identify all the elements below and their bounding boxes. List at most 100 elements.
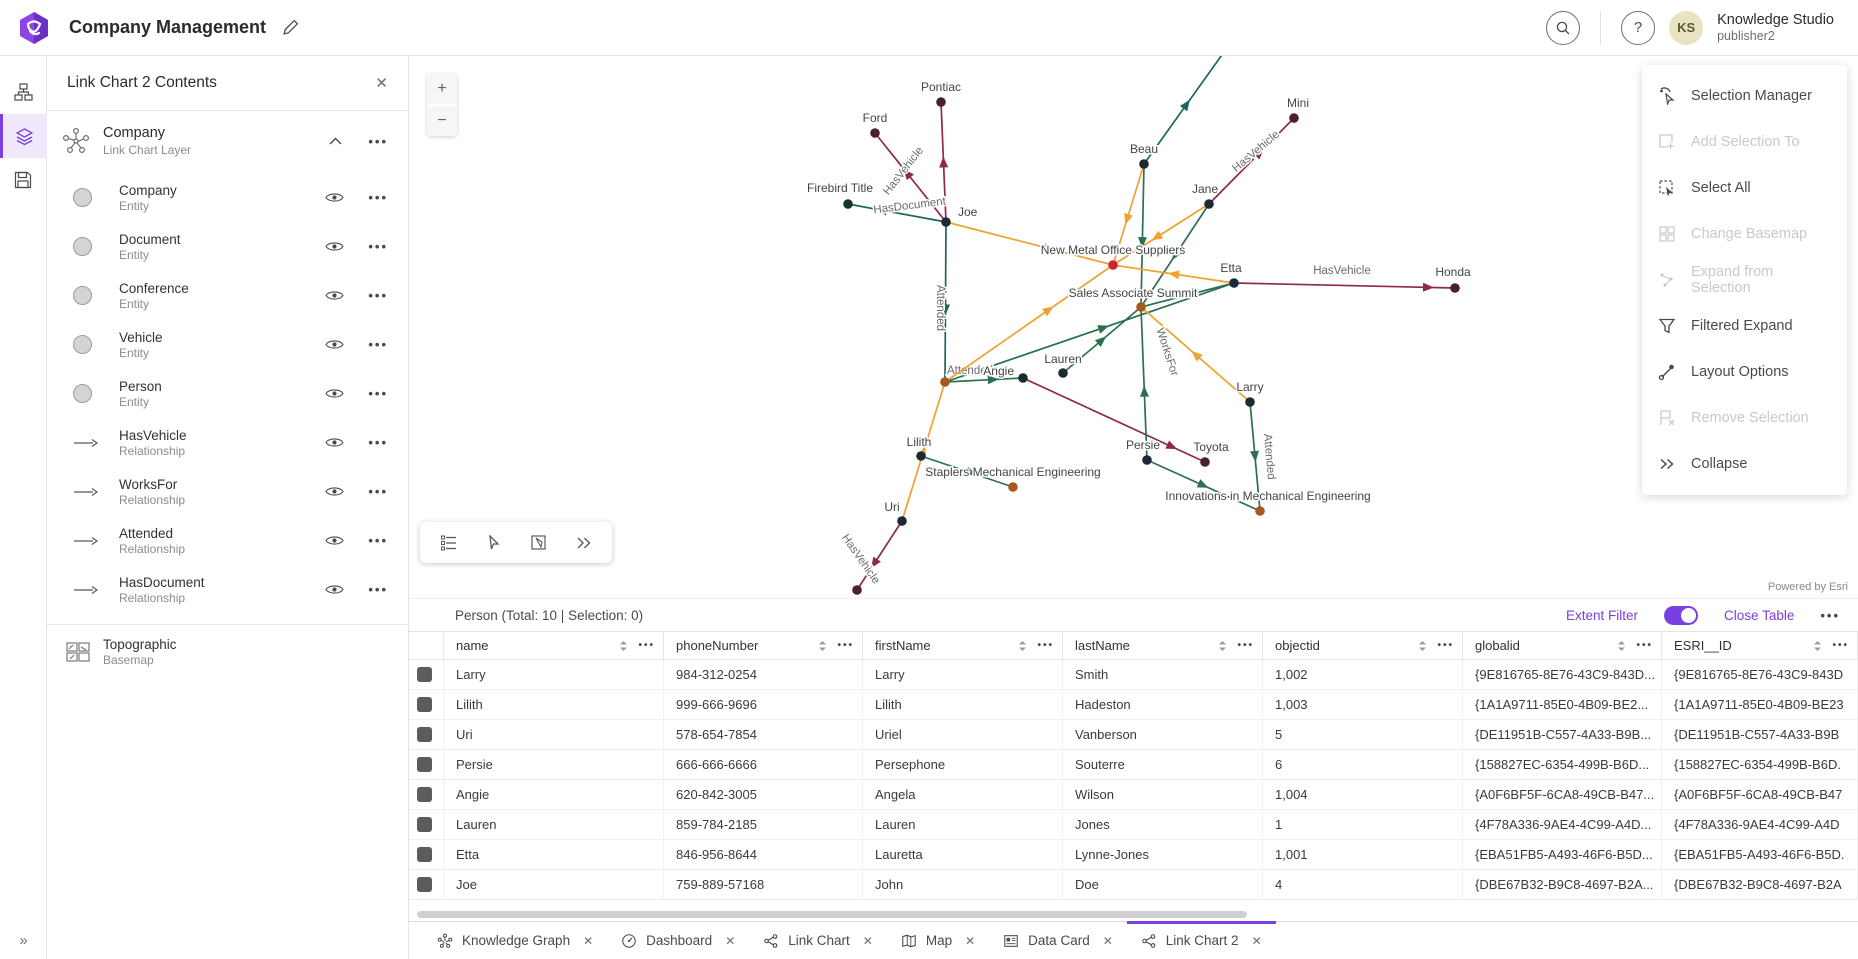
- layer-item-person[interactable]: Person Entity •••: [47, 369, 408, 418]
- tab-link-chart-2[interactable]: Link Chart 2 ✕: [1126, 921, 1276, 959]
- pointer-select-button[interactable]: [471, 522, 516, 563]
- close-panel-icon[interactable]: ✕: [375, 75, 388, 92]
- tab-link-chart[interactable]: Link Chart ✕: [749, 922, 887, 959]
- menu-item-selection-manager[interactable]: Selection Manager: [1642, 73, 1847, 119]
- sort-icon[interactable]: [1813, 640, 1822, 652]
- layer-menu-icon[interactable]: •••: [368, 533, 388, 548]
- tab-close-icon[interactable]: ✕: [1251, 933, 1262, 948]
- select-all-column[interactable]: [409, 632, 444, 659]
- column-header-lastName[interactable]: lastName •••: [1063, 632, 1263, 659]
- layer-item-attended[interactable]: Attended Relationship •••: [47, 516, 408, 565]
- menu-item-collapse[interactable]: Collapse: [1642, 441, 1847, 487]
- layer-menu-icon[interactable]: •••: [368, 435, 388, 450]
- row-checkbox[interactable]: [409, 810, 444, 839]
- column-menu-icon[interactable]: •••: [638, 640, 655, 651]
- column-menu-icon[interactable]: •••: [1437, 640, 1454, 651]
- column-header-ESRI__ID[interactable]: ESRI__ID •••: [1662, 632, 1858, 659]
- tab-close-icon[interactable]: ✕: [862, 933, 873, 948]
- graph-node-pontiac[interactable]: [936, 97, 946, 107]
- rail-collapse-button[interactable]: »: [19, 932, 28, 949]
- graph-node-uri[interactable]: [897, 516, 907, 526]
- edge-jane-nmos[interactable]: [1112, 203, 1210, 266]
- edge-etta-honda[interactable]: [1233, 282, 1456, 289]
- eye-icon[interactable]: [325, 583, 344, 596]
- edge-uri-vbottom[interactable]: [856, 520, 903, 591]
- eye-icon[interactable]: [325, 485, 344, 498]
- layer-item-document[interactable]: Document Entity •••: [47, 222, 408, 271]
- layer-item-conference[interactable]: Conference Entity •••: [47, 271, 408, 320]
- graph-node-etta[interactable]: [1229, 278, 1239, 288]
- table-row[interactable]: Angie 620-842-3005 Angela Wilson 1,004 {A0F6B…: [409, 780, 1858, 810]
- layer-item-company[interactable]: Company Entity •••: [47, 173, 408, 222]
- column-header-globalid[interactable]: globalid •••: [1463, 632, 1662, 659]
- search-button[interactable]: [1546, 10, 1581, 45]
- eye-icon[interactable]: [325, 387, 344, 400]
- graph-node-joe[interactable]: [941, 217, 951, 227]
- link-chart-canvas[interactable]: HasVehicle HasVehicle HasVehicle HasVehicle…: [409, 56, 1858, 598]
- eye-icon[interactable]: [325, 534, 344, 547]
- rail-layers-button[interactable]: [0, 114, 47, 158]
- layer-menu-icon[interactable]: •••: [368, 386, 388, 401]
- edge-joe-ford[interactable]: [874, 132, 947, 223]
- chevron-up-icon[interactable]: [329, 137, 342, 145]
- basemap-item[interactable]: Topographic Basemap: [47, 624, 408, 679]
- sort-icon[interactable]: [1418, 640, 1427, 652]
- eye-icon[interactable]: [325, 289, 344, 302]
- graph-node-mini[interactable]: [1289, 113, 1299, 123]
- sort-icon[interactable]: [1617, 640, 1626, 652]
- table-row[interactable]: Lilith 999-666-9696 Lilith Hadeston 1,003 {1A…: [409, 690, 1858, 720]
- row-checkbox[interactable]: [409, 720, 444, 749]
- graph-node-lauren[interactable]: [1058, 368, 1068, 378]
- graph-node-honda[interactable]: [1450, 283, 1460, 293]
- graph-node-sas[interactable]: [1136, 302, 1146, 312]
- tab-close-icon[interactable]: ✕: [965, 933, 976, 948]
- layer-item-vehicle[interactable]: Vehicle Entity •••: [47, 320, 408, 369]
- layer-menu-icon[interactable]: •••: [368, 337, 388, 352]
- layer-group-menu-icon[interactable]: •••: [368, 133, 388, 149]
- tab-knowledge-graph[interactable]: Knowledge Graph ✕: [423, 922, 607, 959]
- edge-joe-nmos[interactable]: [945, 221, 1114, 266]
- row-checkbox[interactable]: [409, 690, 444, 719]
- table-horizontal-scrollbar[interactable]: [417, 911, 1247, 918]
- eye-icon[interactable]: [325, 191, 344, 204]
- column-header-objectid[interactable]: objectid •••: [1263, 632, 1463, 659]
- rail-data-model-button[interactable]: [0, 70, 47, 114]
- edge-confA-nmos[interactable]: [944, 264, 1114, 383]
- edge-angie-toyota[interactable]: [1022, 377, 1206, 463]
- eye-icon[interactable]: [325, 338, 344, 351]
- sort-icon[interactable]: [1018, 640, 1027, 652]
- layer-menu-icon[interactable]: •••: [368, 190, 388, 205]
- zoom-in-button[interactable]: +: [427, 74, 457, 104]
- edge-persie-sas[interactable]: [1140, 306, 1148, 461]
- tab-close-icon[interactable]: ✕: [1102, 933, 1113, 948]
- edge-confA-angie[interactable]: [944, 377, 1024, 383]
- user-menu[interactable]: Knowledge Studio publisher2: [1717, 12, 1834, 43]
- layer-item-hasdocument[interactable]: HasDocument Relationship •••: [47, 565, 408, 614]
- table-row[interactable]: Larry 984-312-0254 Larry Smith 1,002 {9E81676…: [409, 660, 1858, 690]
- graph-node-angie[interactable]: [1018, 373, 1028, 383]
- menu-item-filtered-expand[interactable]: Filtered Expand: [1642, 303, 1847, 349]
- tab-map[interactable]: Map ✕: [887, 922, 989, 959]
- tab-dashboard[interactable]: Dashboard ✕: [607, 922, 749, 959]
- layer-menu-icon[interactable]: •••: [368, 239, 388, 254]
- column-header-name[interactable]: name •••: [444, 632, 664, 659]
- row-checkbox[interactable]: [409, 750, 444, 779]
- layer-item-hasvehicle[interactable]: HasVehicle Relationship •••: [47, 418, 408, 467]
- menu-item-select-all[interactable]: Select All: [1642, 165, 1847, 211]
- tab-data-card[interactable]: Data Card ✕: [989, 922, 1127, 959]
- tab-close-icon[interactable]: ✕: [583, 933, 594, 948]
- row-checkbox[interactable]: [409, 660, 444, 689]
- table-row[interactable]: Joe 759-889-57168 John Doe 4 {DBE67B32-B9C8-4…: [409, 870, 1858, 900]
- edge-jane-mini[interactable]: [1208, 117, 1295, 205]
- graph-node-beau[interactable]: [1139, 159, 1149, 169]
- table-options-menu-icon[interactable]: •••: [1820, 607, 1840, 623]
- graph-node-jane[interactable]: [1204, 199, 1214, 209]
- toolbar-expand-button[interactable]: [561, 522, 606, 563]
- column-menu-icon[interactable]: •••: [1636, 640, 1653, 651]
- graph-node-confA[interactable]: [940, 377, 950, 387]
- table-row[interactable]: Uri 578-654-7854 Uriel Vanberson 5 {DE11951B-…: [409, 720, 1858, 750]
- graph-node-nmos[interactable]: [1108, 260, 1118, 270]
- column-menu-icon[interactable]: •••: [1237, 640, 1254, 651]
- help-button[interactable]: ?: [1621, 10, 1656, 45]
- row-checkbox[interactable]: [409, 870, 444, 899]
